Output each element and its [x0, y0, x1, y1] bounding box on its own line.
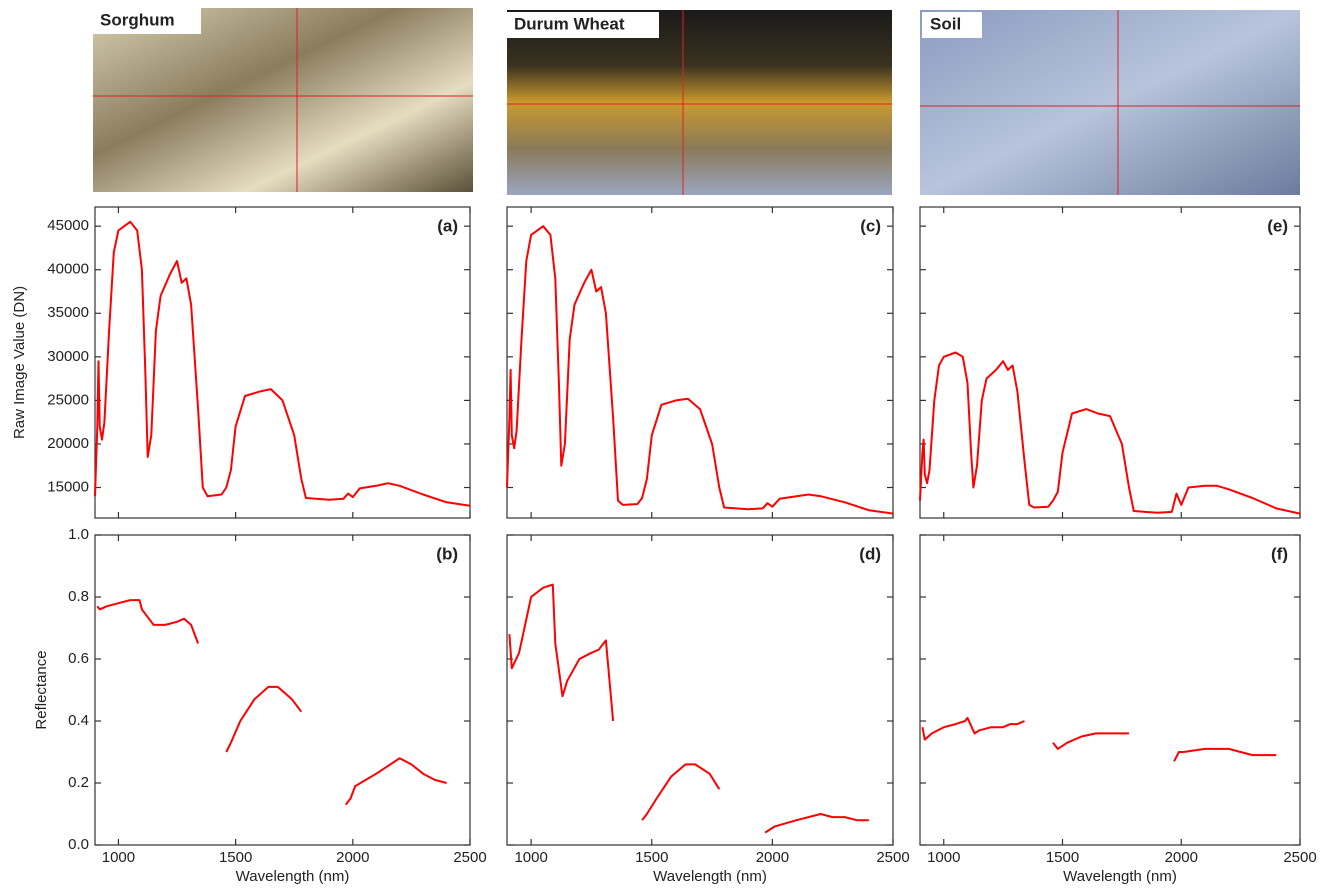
panel-annotation: (a) — [437, 216, 458, 235]
y-axis-label: Reflectance — [33, 650, 50, 729]
x-tick-label: 1000 — [927, 849, 960, 866]
x-tick-label: 1500 — [1046, 849, 1079, 866]
y-tick-label: 1.0 — [68, 526, 89, 543]
plot-frame — [94, 534, 471, 846]
x-tick-label: 1000 — [102, 849, 135, 866]
x-tick-label: 2000 — [1165, 849, 1198, 866]
y-tick-label: 25000 — [47, 391, 89, 408]
x-tick-label: 2500 — [1283, 849, 1316, 866]
x-axis-label: Wavelength (nm) — [236, 868, 350, 885]
x-axis-label: Wavelength (nm) — [653, 868, 767, 885]
photo-durum-wheat: Durum Wheat — [507, 10, 892, 195]
plot-frame — [94, 206, 471, 519]
x-tick-label: 1000 — [514, 849, 547, 866]
panel-annotation: (f) — [1271, 544, 1288, 563]
y-tick-label: 45000 — [47, 217, 89, 234]
plot-frame — [919, 206, 1301, 519]
spectrum-line — [94, 220, 471, 507]
panel-annotation: (d) — [859, 544, 881, 563]
y-tick-label: 15000 — [47, 478, 89, 495]
x-tick-label: 2500 — [876, 849, 909, 866]
x-tick-label: 1500 — [635, 849, 668, 866]
photo-label: Sorghum — [100, 10, 175, 29]
x-tick-label: 1500 — [219, 849, 252, 866]
spectrum-line — [506, 225, 894, 515]
plot-frame — [919, 534, 1301, 846]
photo-soil: Soil — [920, 10, 1300, 195]
panel-annotation: (e) — [1267, 216, 1288, 235]
y-axis-label: Raw Image Value (DN) — [11, 286, 28, 439]
y-tick-label: 30000 — [47, 348, 89, 365]
y-tick-label: 0.8 — [68, 588, 89, 605]
spectrum-line — [508, 583, 869, 834]
y-tick-label: 0.2 — [68, 774, 89, 791]
y-tick-label: 40000 — [47, 261, 89, 278]
photo-sorghum: Sorghum — [93, 8, 473, 192]
y-tick-label: 20000 — [47, 435, 89, 452]
x-tick-label: 2500 — [453, 849, 486, 866]
x-axis-label: Wavelength (nm) — [1063, 868, 1177, 885]
x-tick-label: 2000 — [336, 849, 369, 866]
panel-annotation: (b) — [436, 544, 458, 563]
y-tick-label: 0.6 — [68, 650, 89, 667]
y-tick-label: 0.4 — [68, 712, 89, 729]
panel-annotation: (c) — [860, 216, 881, 235]
x-tick-label: 2000 — [756, 849, 789, 866]
photo-label: Durum Wheat — [514, 14, 625, 33]
spectrum-line — [921, 716, 1277, 762]
plot-frame — [506, 534, 894, 846]
spectrum-line — [919, 351, 1301, 515]
y-tick-label: 0.0 — [68, 836, 89, 853]
y-tick-label: 35000 — [47, 304, 89, 321]
photo-label: Soil — [930, 14, 961, 33]
spectrum-line — [96, 599, 447, 806]
plot-frame — [506, 206, 894, 519]
